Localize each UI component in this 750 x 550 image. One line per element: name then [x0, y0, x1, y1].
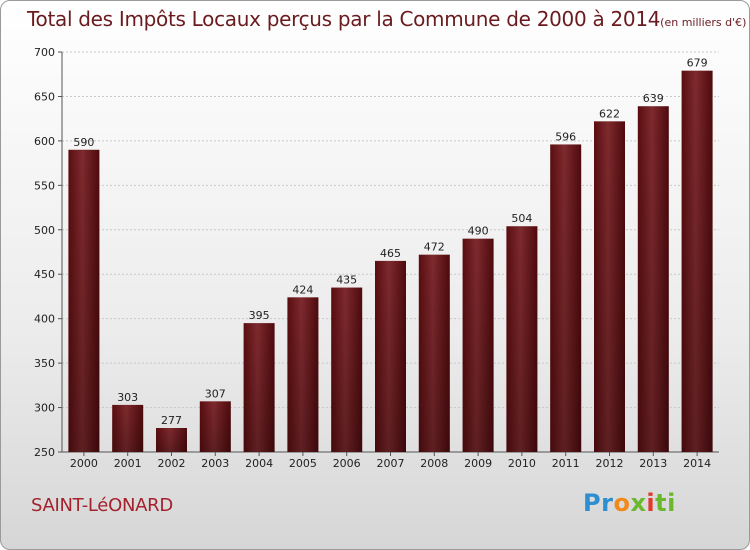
bar-value-label: 504 — [511, 212, 532, 225]
logo-part: o — [613, 489, 631, 517]
bar-value-label: 679 — [687, 57, 708, 70]
y-tick-label: 700 — [34, 46, 55, 59]
y-tick-label: 450 — [34, 268, 55, 281]
x-tick-label: 2010 — [508, 457, 536, 470]
bar-value-label: 465 — [380, 247, 401, 260]
y-tick-label: 600 — [34, 135, 55, 148]
x-tick-label: 2005 — [289, 457, 317, 470]
bar-shade — [331, 287, 363, 452]
y-tick-label: 250 — [34, 446, 55, 459]
x-tick-label: 2008 — [420, 457, 448, 470]
y-tick-label: 500 — [34, 224, 55, 237]
chart-title-unit: (en milliers d'€) — [660, 16, 747, 29]
bar-shade — [462, 238, 494, 452]
bar-shade — [550, 144, 582, 452]
logo-part: Pr — [583, 489, 614, 517]
bar-shade — [199, 401, 231, 452]
x-tick-label: 2000 — [70, 457, 98, 470]
x-tick-label: 2004 — [245, 457, 273, 470]
x-tick-label: 2003 — [201, 457, 229, 470]
x-tick-label: 2013 — [639, 457, 667, 470]
logo-part: x — [630, 489, 647, 517]
bar-value-label: 277 — [161, 414, 182, 427]
bar-value-label: 303 — [117, 391, 138, 404]
bar-shade — [68, 149, 100, 452]
bar-value-label: 622 — [599, 107, 620, 120]
bar-value-label: 472 — [424, 241, 445, 254]
bar-shade — [112, 404, 144, 452]
bar-shade — [637, 106, 669, 452]
y-tick-label: 550 — [34, 179, 55, 192]
y-tick-label: 350 — [34, 357, 55, 370]
commune-name: SAINT-LéONARD — [31, 495, 173, 516]
x-tick-label: 2006 — [333, 457, 361, 470]
bar-value-label: 424 — [292, 283, 313, 296]
x-tick-label: 2002 — [158, 457, 186, 470]
bar-shade — [506, 226, 538, 452]
logo-part: ti — [655, 489, 676, 517]
bar-value-label: 395 — [249, 309, 270, 322]
bar-value-label: 435 — [336, 274, 357, 287]
bar-value-label: 307 — [205, 387, 226, 400]
bar-shade — [243, 323, 275, 452]
y-tick-label: 650 — [34, 90, 55, 103]
chart-title-main: Total des Impôts Locaux perçus par la Co… — [27, 7, 661, 31]
chart-title: Total des Impôts Locaux perçus par la Co… — [27, 7, 746, 31]
x-tick-label: 2012 — [596, 457, 624, 470]
bar-value-label: 639 — [643, 92, 664, 105]
bar-shade — [156, 428, 187, 452]
x-tick-label: 2014 — [683, 457, 711, 470]
proxiti-logo: Proxiti — [583, 489, 676, 517]
bar-shade — [287, 297, 319, 452]
bar-value-label: 590 — [73, 136, 94, 149]
y-tick-label: 400 — [34, 313, 55, 326]
x-tick-label: 2009 — [464, 457, 492, 470]
bar-shade — [418, 254, 450, 452]
bar-shade — [375, 260, 406, 452]
x-tick-label: 2001 — [114, 457, 142, 470]
bar-value-label: 596 — [555, 130, 576, 143]
bar-value-label: 490 — [468, 225, 489, 238]
y-tick-label: 300 — [34, 402, 55, 415]
x-tick-label: 2011 — [552, 457, 580, 470]
logo-part: i — [646, 489, 656, 517]
bar-shade — [594, 121, 625, 452]
bar-shade — [681, 70, 713, 453]
x-tick-label: 2007 — [377, 457, 405, 470]
